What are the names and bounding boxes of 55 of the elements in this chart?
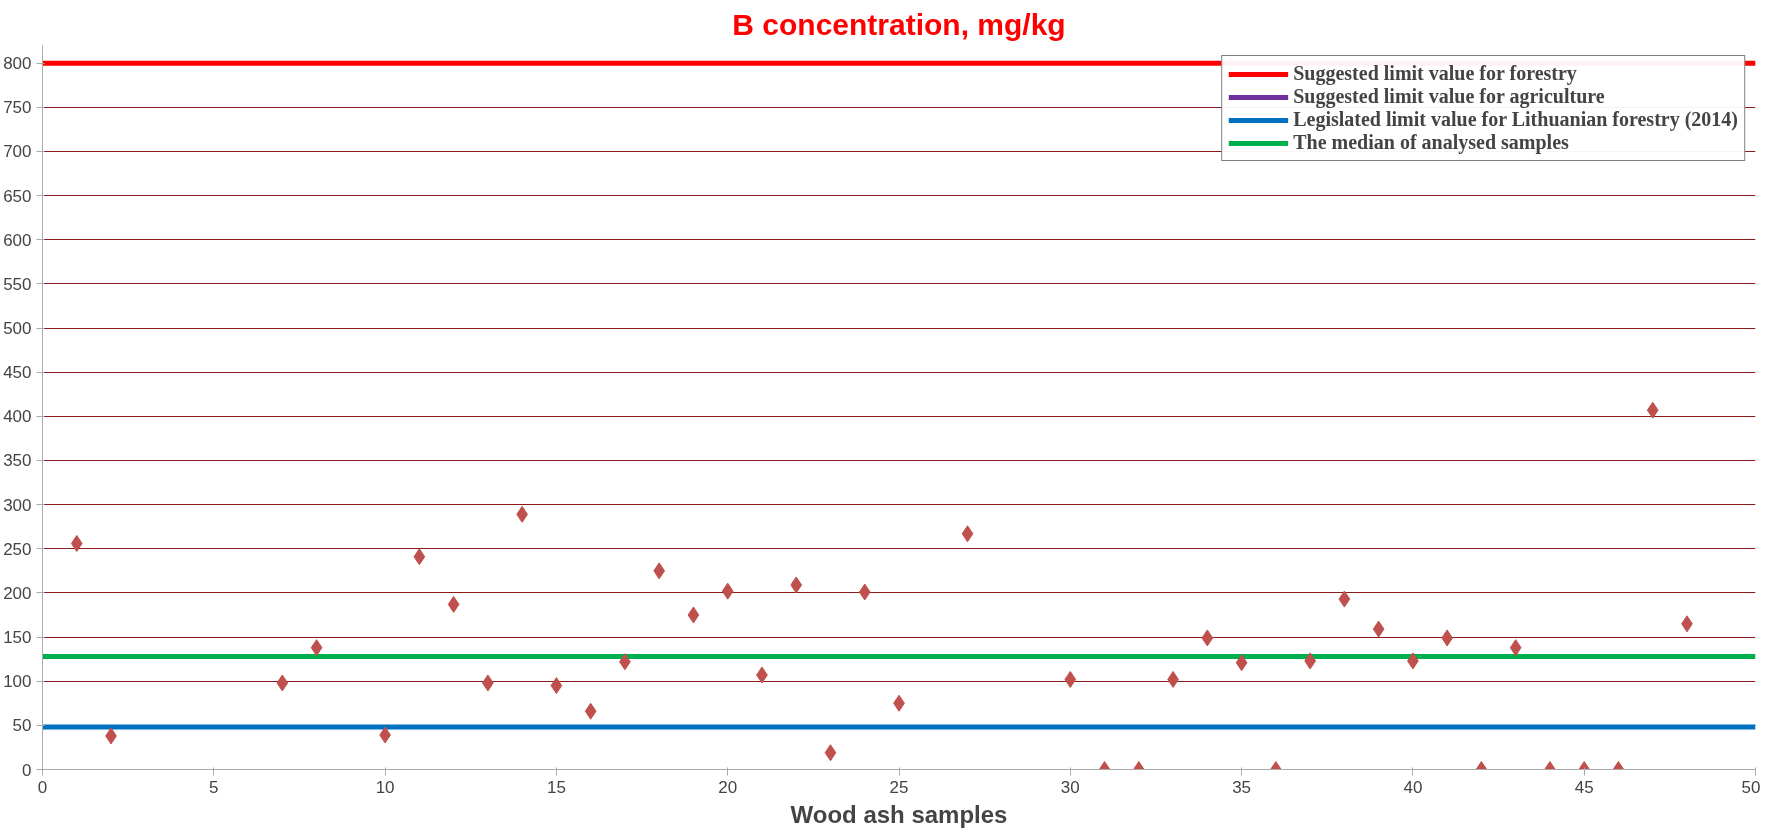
chart-title: B concentration, mg/kg — [732, 7, 1066, 41]
x-tick-label: 15 — [546, 777, 566, 797]
ref-line-label: Suggested limit value for forestry — [1293, 62, 1577, 85]
x-tick-label: 45 — [1574, 777, 1594, 797]
y-tick-label: 550 — [3, 274, 32, 294]
y-tick-label: 450 — [3, 363, 32, 383]
point — [1338, 590, 1351, 608]
text: Suggested limit value for agriculture — [1293, 85, 1605, 107]
point — [1372, 620, 1385, 638]
y-tick-label: 750 — [3, 98, 32, 118]
point — [550, 677, 563, 695]
y-tick-label: 400 — [3, 407, 32, 427]
point — [687, 606, 700, 624]
point — [790, 576, 803, 594]
point — [653, 562, 666, 580]
point — [858, 583, 871, 601]
legend-label: The median of analysed samples — [1293, 131, 1569, 154]
y-tick-label: 600 — [3, 230, 32, 250]
point — [1646, 401, 1659, 419]
x-tick-label: 10 — [375, 777, 395, 797]
point — [1509, 639, 1522, 657]
x-tick-label: 25 — [889, 777, 909, 797]
x-tick-label: 20 — [718, 777, 738, 797]
point — [824, 744, 837, 762]
y-tick-label: 700 — [3, 142, 32, 162]
x-tick-label: 40 — [1403, 777, 1423, 797]
y-tick-label: 150 — [3, 628, 32, 648]
x-tick-label: 30 — [1060, 777, 1080, 797]
y-tick-label: 650 — [3, 186, 32, 206]
point — [961, 525, 974, 543]
point — [584, 702, 597, 720]
y-tick-label: 800 — [3, 54, 32, 74]
point — [413, 548, 426, 566]
x-tick-label: 35 — [1232, 777, 1252, 797]
point — [1064, 670, 1077, 688]
x-tick-label: 50 — [1741, 777, 1761, 797]
y-tick-label: 300 — [3, 495, 32, 515]
y-tick-label: 250 — [3, 539, 32, 559]
point — [1235, 654, 1248, 672]
y-tick-label: 100 — [3, 672, 32, 692]
y-tick-label: 50 — [12, 716, 32, 736]
legend-label: Legislated limit value for Lithuanian forestry (2014) — [1293, 108, 1738, 131]
point — [1201, 629, 1214, 647]
point — [276, 674, 289, 692]
y-tick-label: 200 — [3, 583, 32, 603]
point — [310, 639, 323, 657]
x-axis-title: Wood ash samples — [790, 800, 1008, 828]
y-tick-label: 350 — [3, 451, 32, 471]
y-tick-label: 500 — [3, 319, 32, 339]
point — [721, 582, 734, 600]
x-tick-label: 5 — [209, 777, 219, 797]
x-tick-label: 0 — [37, 777, 48, 797]
point — [70, 534, 83, 552]
y-tick-label: 0 — [22, 760, 32, 780]
point — [447, 595, 460, 613]
